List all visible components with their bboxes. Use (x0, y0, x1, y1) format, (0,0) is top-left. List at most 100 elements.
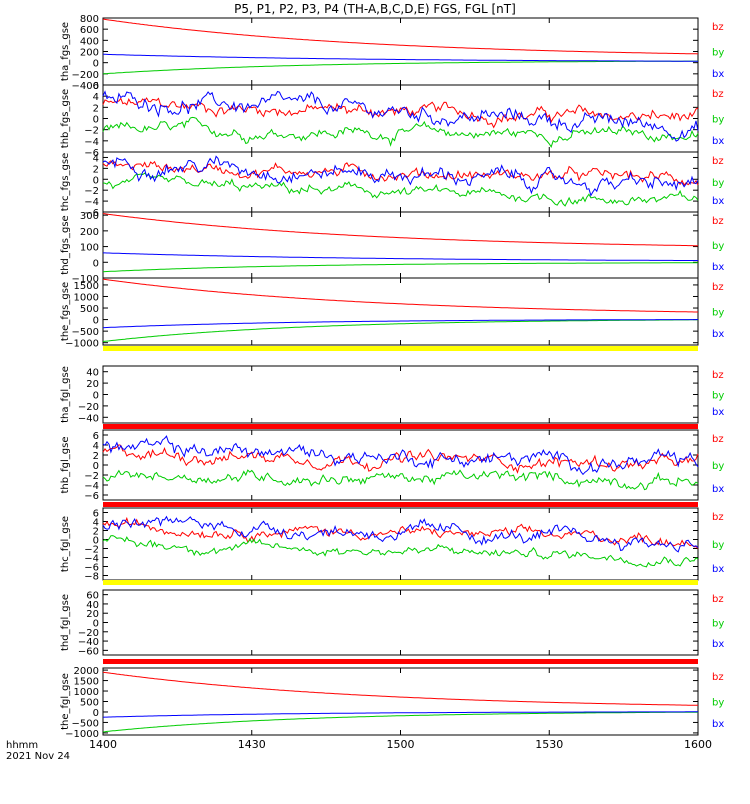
legend-bz: bz (712, 594, 724, 605)
series-line-bz (102, 278, 698, 313)
y-tick-label: 200 (80, 227, 99, 238)
y-tick-label: −6 (84, 563, 99, 574)
y-tick-label: −500 (72, 327, 99, 338)
y-tick-label: 500 (80, 698, 99, 709)
y-axis-label: tha_fgl_gse (60, 366, 71, 423)
panel-frame (102, 589, 699, 656)
y-tick-label: −2 (84, 126, 99, 137)
series-line-bz (102, 160, 699, 186)
y-tick-label: 4 (93, 441, 99, 452)
panel-frame (102, 151, 699, 213)
y-tick-label: 20 (86, 379, 99, 390)
series-line-bx (102, 435, 699, 476)
y-tick-label: −4 (84, 481, 99, 492)
quality-flag-bar (103, 580, 698, 585)
series-line-bz (102, 516, 699, 549)
y-tick-label: −1000 (65, 729, 99, 740)
legend-by: by (712, 308, 724, 319)
legend-bx: bx (712, 329, 724, 340)
legend-bz: bz (712, 89, 724, 100)
y-tick-label: −20 (78, 628, 99, 639)
legend-bz: bz (712, 370, 724, 381)
legend-by: by (712, 115, 724, 126)
y-tick-label: 4 (93, 153, 99, 164)
legend-bx: bx (712, 484, 724, 495)
y-tick-label: 1500 (74, 281, 99, 292)
y-tick-label: −60 (78, 646, 99, 657)
y-tick-label: 4 (93, 518, 99, 529)
x-axis-label-block: hhmm 2021 Nov 24 (6, 740, 70, 762)
quality-flag-bar (103, 659, 698, 664)
legend-by: by (712, 178, 724, 189)
y-tick-label: 1000 (74, 687, 99, 698)
legend-bx: bx (712, 196, 724, 207)
panel-frame (102, 429, 699, 501)
legend-by: by (712, 698, 724, 709)
y-axis-label: thd_fgl_gse (60, 594, 71, 651)
y-tick-label: 0 (93, 316, 99, 327)
x-axis-label: hhmm (6, 740, 39, 751)
legend-bz: bz (712, 282, 724, 293)
y-tick-label: 40 (86, 368, 99, 379)
series-line-bx (102, 90, 699, 142)
y-tick-label: 200 (80, 48, 99, 59)
series-line-by (102, 469, 699, 491)
y-tick-label: 0 (93, 391, 99, 402)
series-line-bx (103, 53, 698, 62)
series-line-by (102, 711, 698, 733)
y-tick-label: −1000 (65, 339, 99, 350)
y-tick-label: 6 (93, 431, 99, 442)
legend-bz: bz (712, 434, 724, 445)
y-tick-label: 600 (80, 25, 99, 36)
y-tick-label: 0 (93, 708, 99, 719)
series-line-by (102, 172, 699, 207)
y-tick-label: 2 (93, 103, 99, 114)
series-line-bx (102, 711, 698, 718)
legend-by: by (712, 241, 724, 252)
y-tick-label: −100 (72, 274, 99, 285)
series-line-bz (102, 671, 698, 706)
legend-bx: bx (712, 639, 724, 650)
legend-by: by (712, 461, 724, 472)
y-tick-label: −400 (72, 81, 99, 92)
y-tick-label: −200 (72, 70, 99, 81)
series-line-bz (102, 18, 699, 55)
series-line-bz (102, 213, 698, 247)
y-tick-label: −6 (84, 148, 99, 159)
y-tick-label: 500 (80, 304, 99, 315)
legend-by: by (712, 48, 724, 59)
legend-by: by (712, 391, 724, 402)
y-tick-label: 0 (93, 461, 99, 472)
y-tick-label: −40 (78, 413, 99, 424)
y-tick-label: −40 (78, 637, 99, 648)
series-line-by (102, 60, 698, 75)
y-tick-label: −2 (84, 545, 99, 556)
y-axis-label: thc_fgl_gse (60, 516, 71, 572)
legend-bz: bz (712, 22, 724, 33)
y-tick-label: 40 (86, 600, 99, 611)
y-tick-label: 0 (93, 536, 99, 547)
legend-bz: bz (712, 512, 724, 523)
legend-bx: bx (712, 69, 724, 80)
legend-bx: bx (712, 136, 724, 147)
y-tick-label: 300 (80, 211, 99, 222)
panel-frame (102, 84, 699, 153)
y-tick-label: 0 (93, 59, 99, 70)
y-tick-label: 0 (93, 619, 99, 630)
legend-bz: bz (712, 156, 724, 167)
legend-bx: bx (712, 262, 724, 273)
y-tick-label: 800 (80, 14, 99, 25)
legend-bx: bx (712, 564, 724, 575)
y-axis-label: tha_fgs_gse (60, 22, 71, 81)
y-tick-label: 0 (93, 258, 99, 269)
x-tick-label: 1500 (387, 738, 415, 751)
plot-title: P5, P1, P2, P3, P4 (TH-A,B,C,D,E) FGS, F… (234, 2, 516, 16)
